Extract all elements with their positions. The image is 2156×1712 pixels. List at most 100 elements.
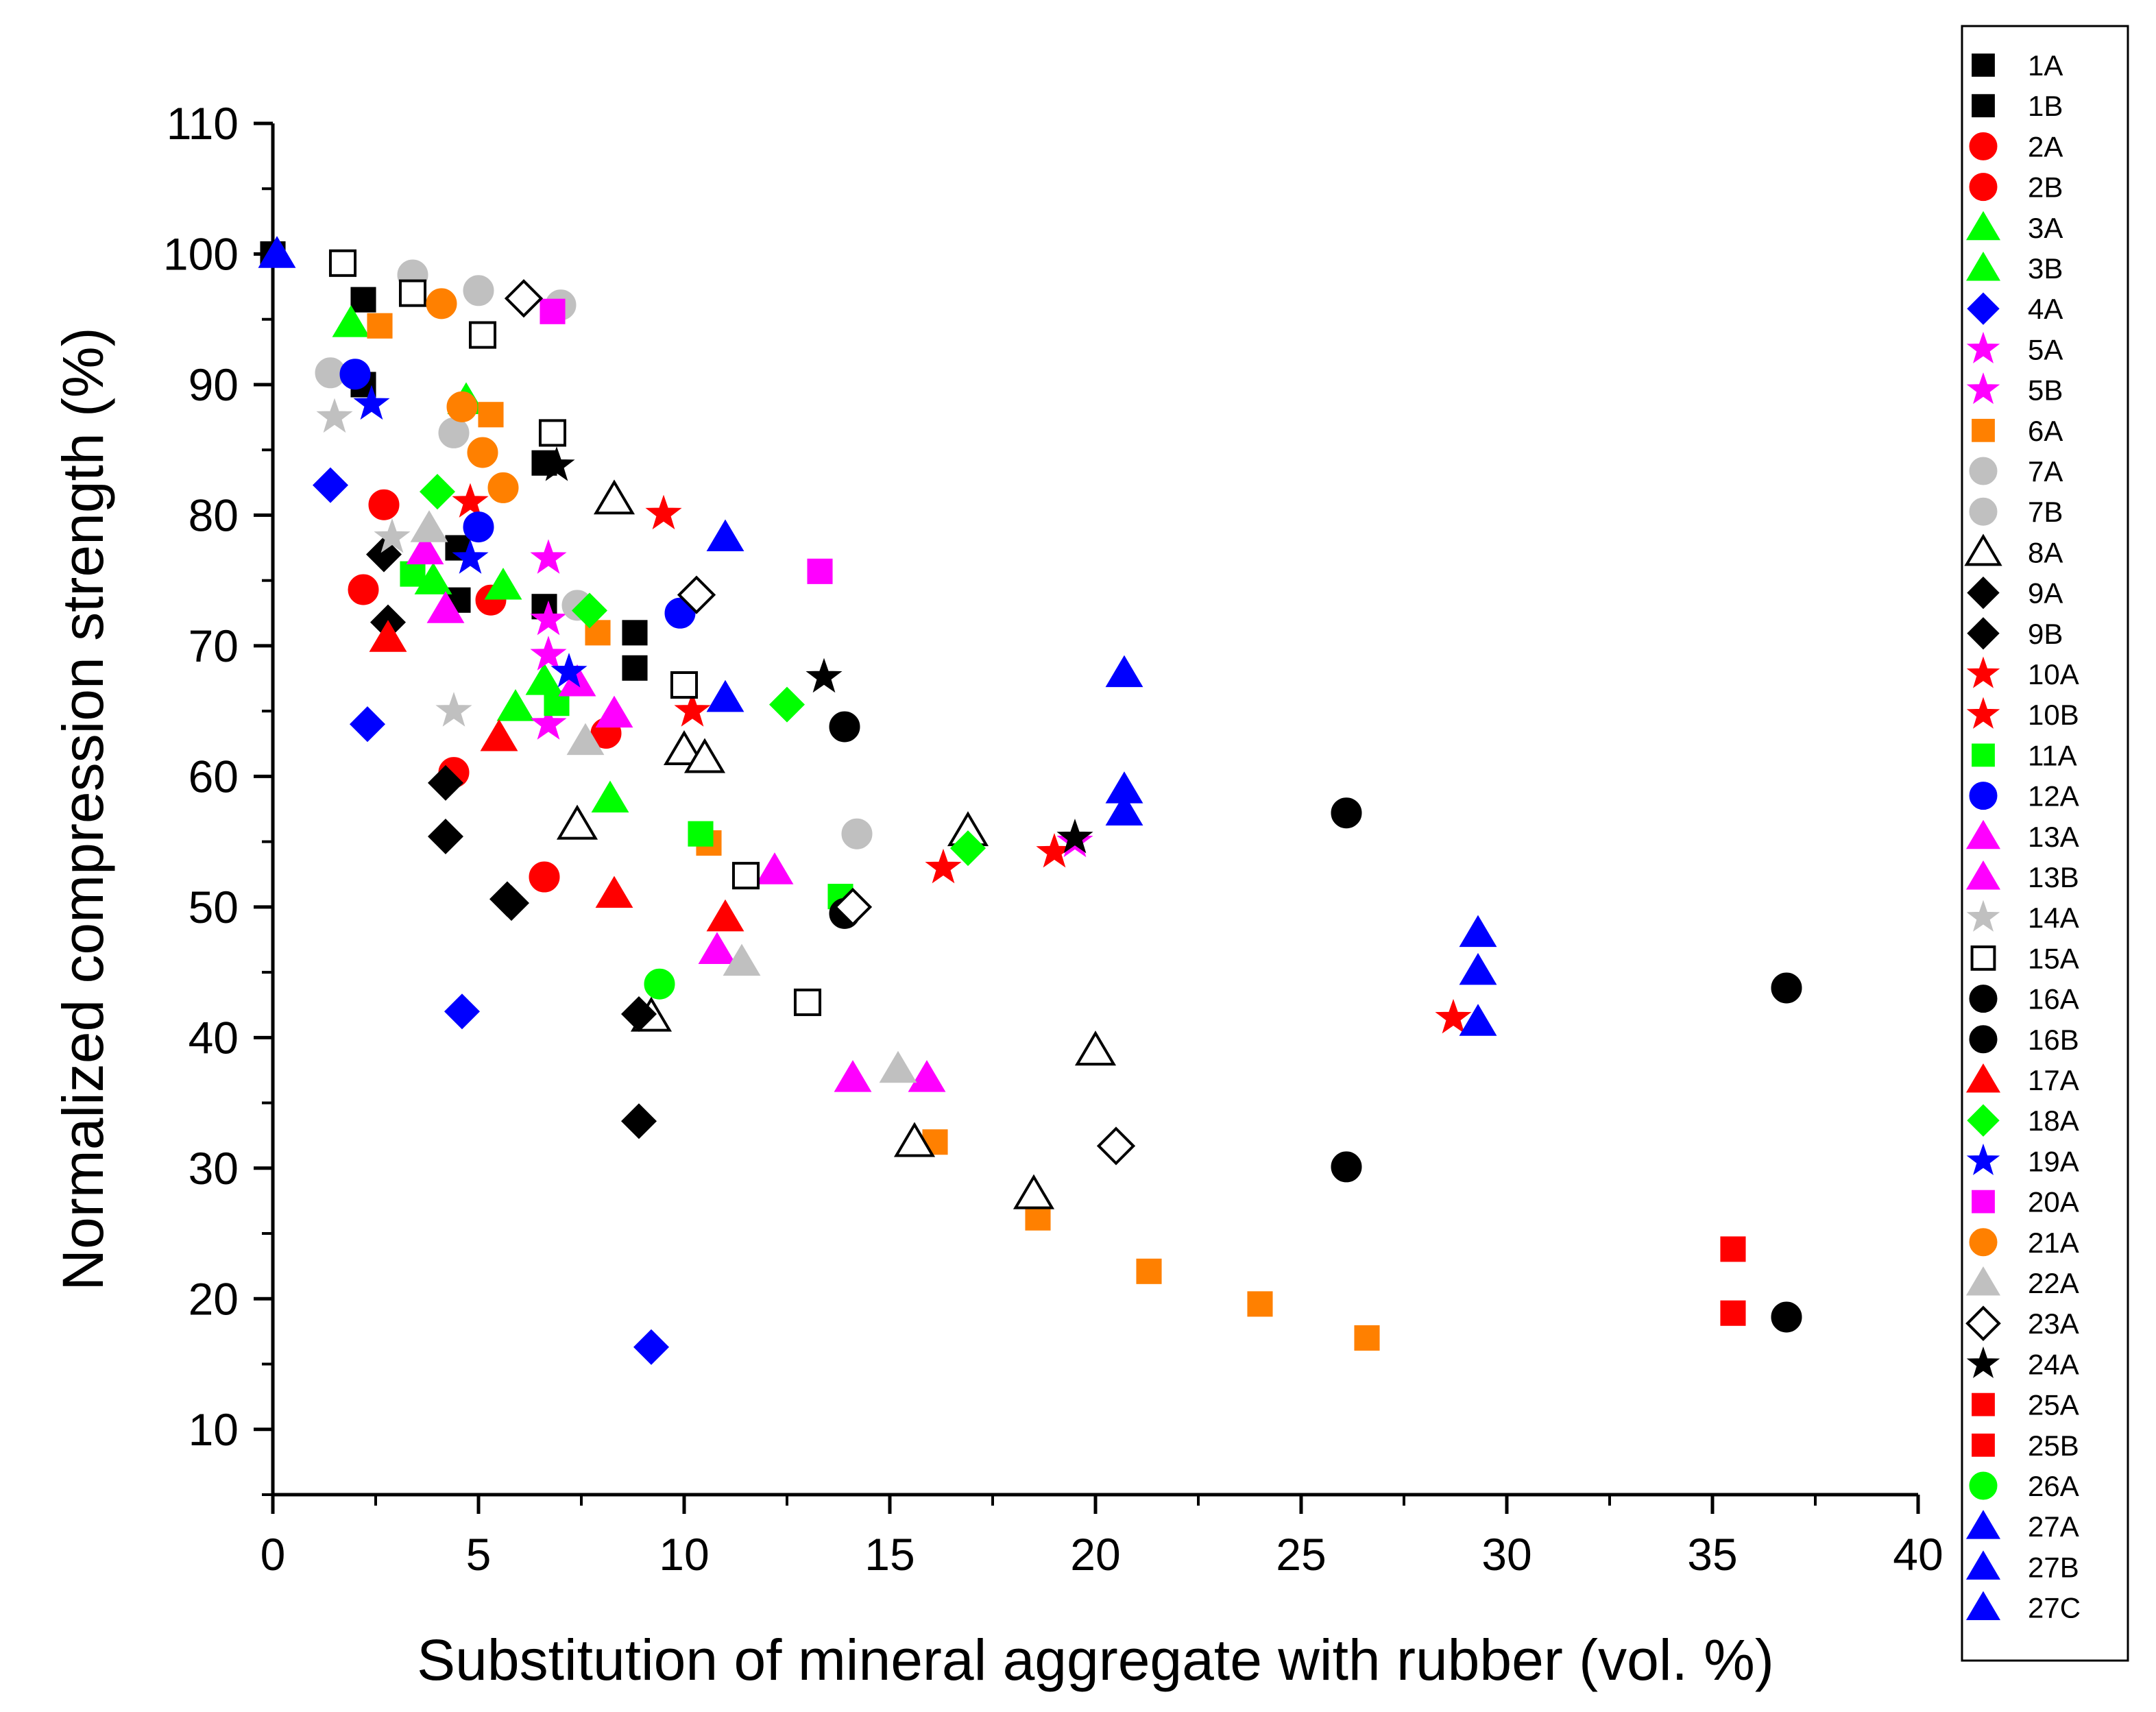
legend-marker	[1969, 1471, 1998, 1500]
x-axis-title: Substitution of mineral aggregate with r…	[417, 1628, 1774, 1692]
legend-item: 27A	[1965, 1510, 2079, 1543]
legend-item: 27C	[1965, 1591, 2081, 1624]
data-point	[664, 597, 696, 629]
data-point	[1771, 1301, 1802, 1333]
legend-label: 14A	[2028, 902, 2079, 934]
y-tick-label: 80	[189, 490, 239, 540]
data-point	[353, 385, 390, 420]
legend-item: 2A	[1969, 130, 2063, 162]
x-tick-label: 30	[1481, 1529, 1531, 1580]
data-point	[698, 932, 736, 964]
data-point	[452, 483, 489, 518]
legend-item: 6A	[1972, 415, 2063, 447]
legend-label: 2B	[2028, 171, 2063, 204]
legend-item: 5B	[1966, 372, 2063, 407]
legend-item: 20A	[1972, 1186, 2079, 1218]
legend-item: 14A	[1966, 900, 2079, 934]
legend-marker	[1965, 1550, 2001, 1580]
legend-label: 27C	[2028, 1592, 2081, 1624]
data-point	[339, 359, 371, 390]
data-point	[530, 600, 567, 636]
data-point	[496, 689, 535, 721]
data-point	[622, 620, 648, 646]
data-point	[489, 881, 526, 917]
legend-label: 5B	[2028, 374, 2063, 407]
legend-item: 10B	[1966, 697, 2079, 731]
data-point	[349, 706, 386, 743]
legend-label: 23A	[2028, 1307, 2079, 1340]
data-point	[406, 532, 444, 565]
legend-marker	[1972, 53, 1995, 77]
data-point	[755, 852, 794, 884]
data-point	[674, 692, 711, 727]
legend-item: 10A	[1966, 656, 2079, 690]
x-tick-label: 15	[864, 1529, 915, 1580]
data-point	[893, 1122, 936, 1157]
legend-label: 21A	[2028, 1227, 2079, 1259]
data-point	[1096, 1126, 1136, 1166]
series-15a	[328, 249, 822, 1016]
legend-marker	[1969, 457, 1998, 485]
legend-label: 22A	[2028, 1267, 2079, 1299]
legend-marker	[1970, 945, 1996, 971]
legend-label: 27A	[2028, 1510, 2079, 1543]
legend-label: 24A	[2028, 1348, 2079, 1380]
data-point	[591, 780, 629, 812]
legend-marker	[1965, 1305, 2001, 1342]
data-point	[1331, 797, 1362, 829]
legend-item: 26A	[1969, 1470, 2079, 1502]
data-point	[670, 671, 699, 699]
data-point	[400, 561, 426, 587]
data-point	[1056, 818, 1093, 854]
data-point	[427, 764, 464, 801]
x-tick-label: 5	[466, 1529, 492, 1580]
legend-item: 3A	[1965, 210, 2063, 244]
data-point	[706, 519, 744, 552]
data-point	[540, 298, 566, 324]
y-axis-title: Normalized compression strength (%)	[51, 327, 115, 1290]
data-point	[529, 861, 560, 893]
legend-item: 1B	[1972, 90, 2063, 122]
legend-item: 13B	[1965, 860, 2079, 893]
data-point	[419, 474, 456, 510]
tick-labels: 0 5 10 15 20 25 30 35 40 10 20 30 40 50 60 70 80 90 100 110	[163, 98, 1943, 1580]
legend-marker	[1965, 210, 2001, 241]
y-tick-label: 90	[189, 359, 239, 410]
data-point	[504, 279, 544, 318]
legend-marker	[1972, 1433, 1995, 1457]
series-21a	[426, 288, 519, 503]
legend-item: 16A	[1969, 983, 2079, 1015]
data-point	[1331, 1151, 1362, 1183]
y-tick-label: 40	[189, 1012, 239, 1063]
data-point	[834, 1060, 872, 1092]
legend-items: 1A 1B 2A 2B 3A 3B 4A 5A 5B 6A 7A 7B 8A 9A 9B 10A 10B 11A 1…	[1964, 49, 2081, 1624]
data-point	[706, 899, 744, 932]
legend-marker	[1969, 132, 1998, 160]
data-point	[348, 574, 379, 605]
series-25a	[1720, 1236, 1746, 1262]
series-17a	[369, 620, 744, 932]
data-point	[452, 539, 489, 574]
legend-label: 13A	[2028, 821, 2079, 853]
y-tick-label: 60	[189, 751, 239, 801]
legend-label: 19A	[2028, 1145, 2079, 1177]
legend-item: 7B	[1969, 496, 2063, 528]
tick-marks	[254, 121, 1920, 1514]
data-point	[538, 446, 575, 481]
legend-marker	[1969, 782, 1998, 810]
legend-label: 10A	[2028, 658, 2079, 690]
series-4a	[312, 467, 670, 1365]
data-point	[1435, 998, 1472, 1034]
legend-label: 2A	[2028, 130, 2063, 162]
data-point	[487, 472, 519, 503]
series-27b	[706, 679, 1497, 985]
data-point	[367, 313, 393, 339]
legend-item: 3B	[1965, 252, 2063, 285]
data-point	[426, 591, 465, 623]
legend-item: 16B	[1969, 1024, 2079, 1056]
x-tick-label: 35	[1687, 1529, 1737, 1580]
legend-label: 4A	[2028, 293, 2063, 325]
legend-label: 20A	[2028, 1186, 2079, 1218]
